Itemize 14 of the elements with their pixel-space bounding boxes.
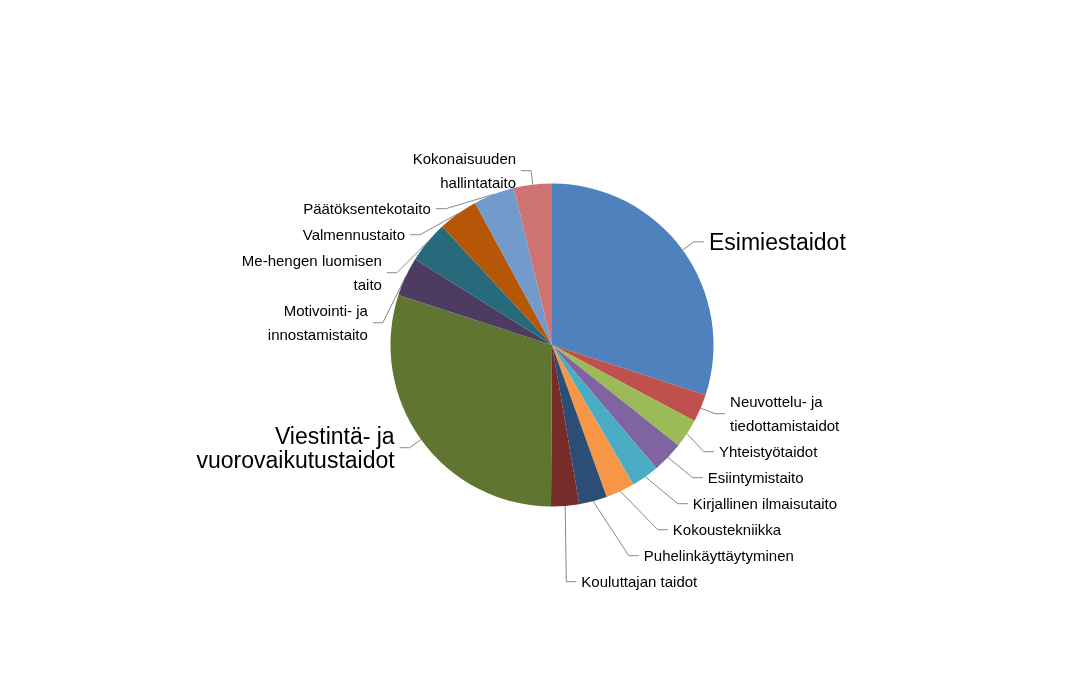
slice-label: Yhteistyötaidot	[718, 443, 819, 461]
slice-label: Kokonaisuuden hallintataito	[412, 150, 517, 192]
slice-label: Esiintymistaito	[707, 469, 804, 487]
slice-label: Me-hengen luomisen taito	[241, 252, 382, 294]
slice-label: Neuvottelu- ja tiedottamistaidot	[730, 393, 841, 435]
slice-label: Motivointi- ja innostamistaito	[267, 302, 369, 344]
slice-label: Kirjallinen ilmaisutaito	[692, 495, 838, 513]
slice-label: Esimiestaidot	[709, 228, 847, 255]
slice-label: Puhelinkäyttäytyminen	[643, 547, 794, 565]
slice-label: Kouluttajan taidot	[581, 573, 699, 591]
slice-label: Valmennustaito	[302, 226, 406, 244]
slice-label: Kokoustekniikka	[672, 521, 782, 539]
slice-label: Viestintä- ja vuorovaikutustaidot	[196, 422, 396, 473]
slice-label: Päätöksentekotaito	[303, 200, 431, 218]
